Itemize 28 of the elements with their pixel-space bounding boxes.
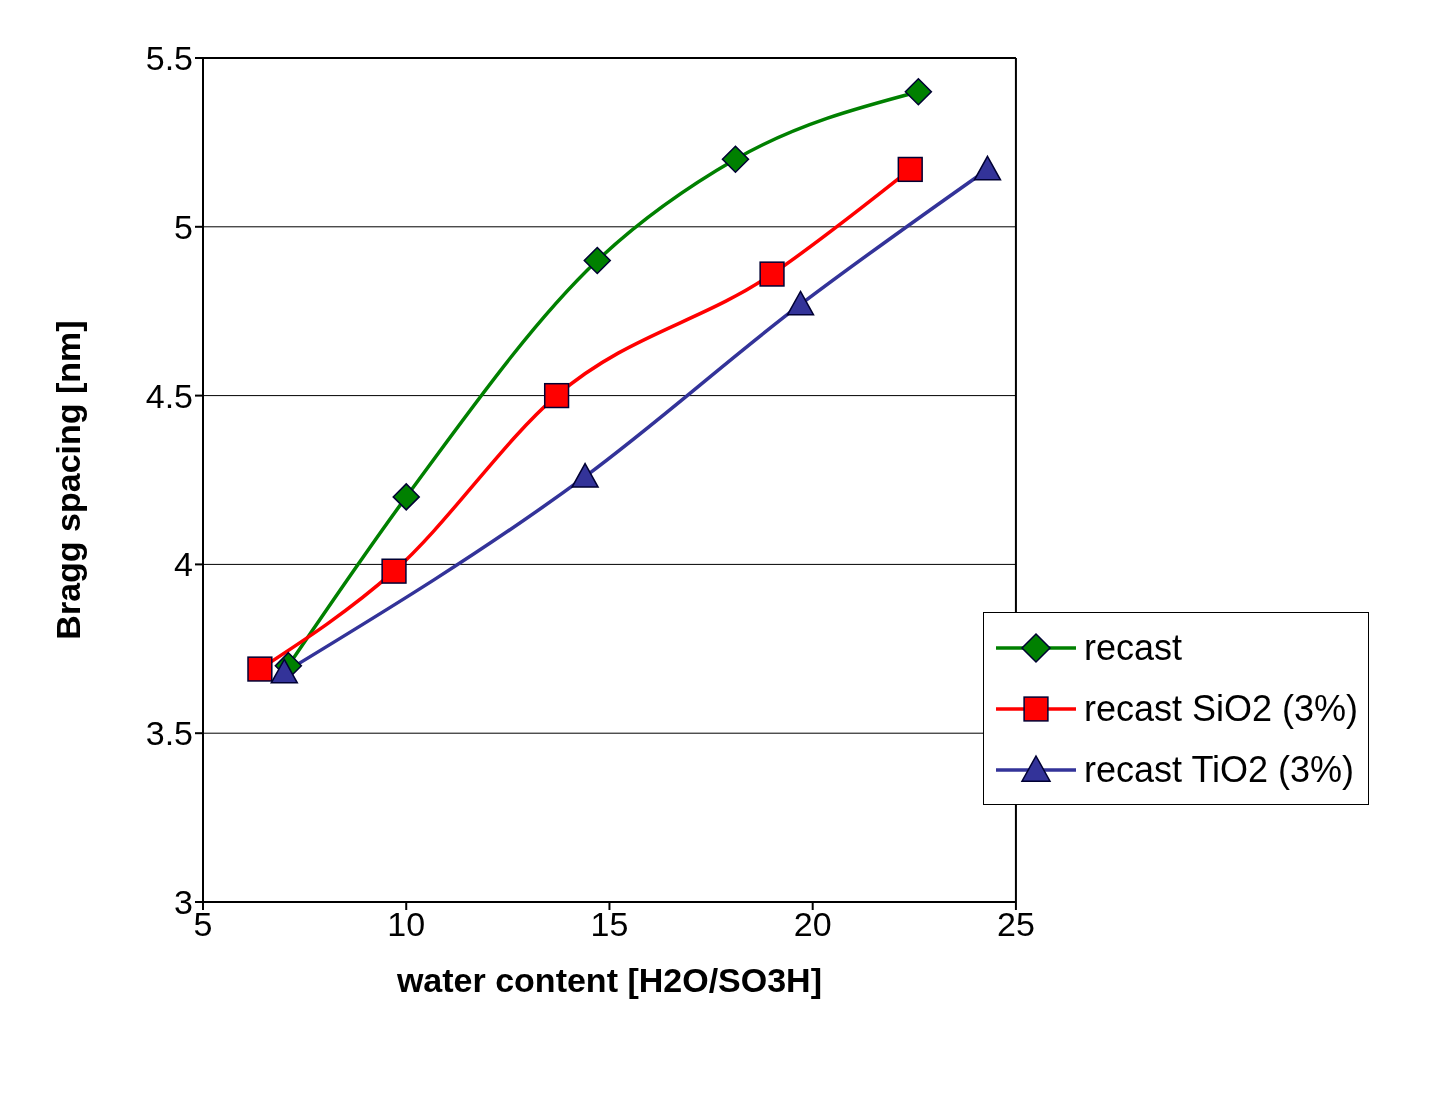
y-axis-title: Bragg spacing [nm] <box>49 320 88 640</box>
y-tick-label: 3 <box>174 883 193 922</box>
y-tick-label: 4.5 <box>145 376 193 415</box>
y-tick-label: 4 <box>174 545 193 584</box>
y-tick-label: 3.5 <box>145 714 193 753</box>
point <box>381 558 407 584</box>
point <box>270 658 299 684</box>
y-tick-label: 5 <box>174 207 193 246</box>
point <box>392 483 420 511</box>
x-tick-label: 20 <box>793 905 832 944</box>
point <box>571 462 599 488</box>
point <box>786 290 815 316</box>
legend-label: recast SiO2 (3%) <box>1084 687 1359 730</box>
x-tick-label: 15 <box>590 905 629 944</box>
point <box>721 145 750 174</box>
point <box>759 261 785 287</box>
point <box>973 155 1002 181</box>
legend-label: recast TiO2 (3%) <box>1084 748 1355 791</box>
point <box>543 382 570 409</box>
point <box>904 78 933 106</box>
point <box>583 246 612 275</box>
y-tick-label: 5.5 <box>145 39 193 78</box>
point <box>247 656 273 682</box>
legend-label: recast <box>1084 626 1183 669</box>
x-tick-label: 25 <box>997 905 1035 944</box>
x-tick-label: 10 <box>387 905 426 944</box>
x-axis-title: water content [H2O/SO3H] <box>395 961 822 999</box>
point <box>897 156 923 183</box>
